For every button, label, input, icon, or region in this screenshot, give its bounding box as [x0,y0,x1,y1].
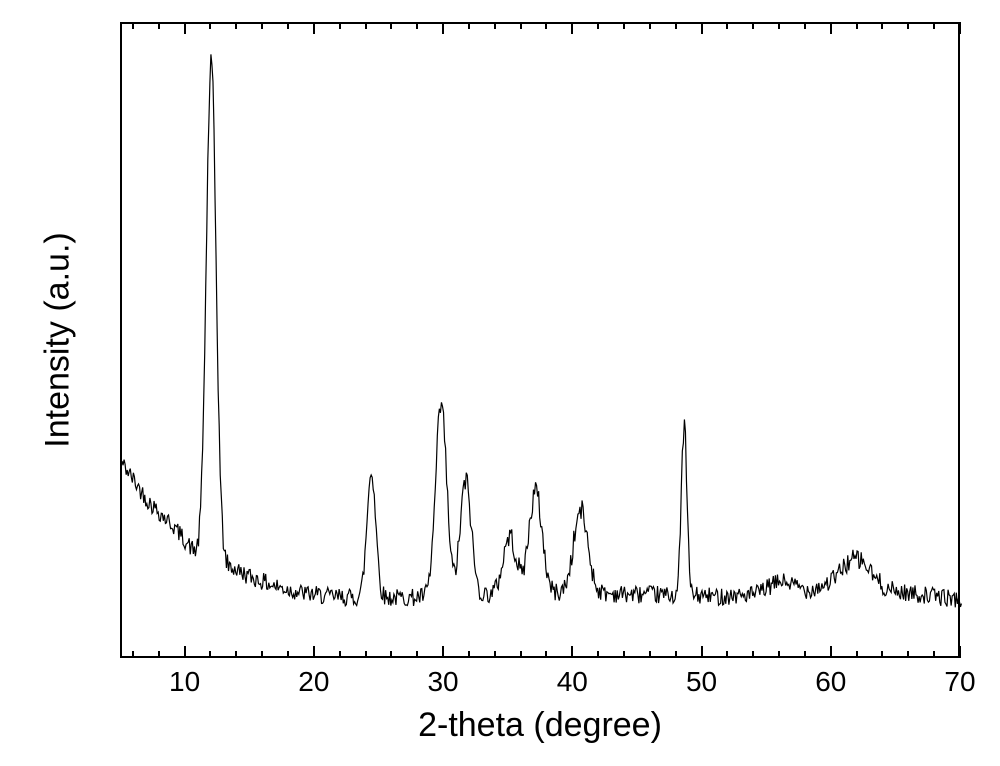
x-tick-minor-top [856,22,858,29]
x-tick-major-top [313,22,315,34]
x-axis-label: 2-theta (degree) [418,706,662,745]
x-tick-minor [675,651,677,658]
x-tick-major [830,646,832,658]
x-tick-minor-top [287,22,289,29]
x-tick-major [701,646,703,658]
x-tick-minor [390,651,392,658]
x-tick-minor-top [545,22,547,29]
x-tick-minor-top [623,22,625,29]
x-tick-minor-top [365,22,367,29]
x-tick-major [571,646,573,658]
x-tick-minor-top [209,22,211,29]
x-tick-minor [287,651,289,658]
x-tick-major-top [701,22,703,34]
plot-area [120,22,960,658]
x-tick-minor-top [778,22,780,29]
x-tick-major [313,646,315,658]
x-tick-major-top [571,22,573,34]
x-tick-minor-top [881,22,883,29]
x-tick-label: 20 [298,666,329,698]
x-tick-minor [261,651,263,658]
x-tick-minor [132,651,134,658]
x-tick-minor-top [804,22,806,29]
y-axis-label: Intensity (a.u.) [39,232,78,447]
x-tick-minor [881,651,883,658]
x-tick-minor-top [339,22,341,29]
x-tick-major [184,646,186,658]
x-tick-label: 40 [557,666,588,698]
x-tick-label: 70 [944,666,975,698]
x-tick-minor [752,651,754,658]
x-tick-minor-top [597,22,599,29]
x-tick-minor-top [158,22,160,29]
x-tick-minor [416,651,418,658]
x-tick-minor-top [494,22,496,29]
x-tick-minor-top [907,22,909,29]
x-tick-major-top [184,22,186,34]
x-tick-minor-top [235,22,237,29]
x-tick-label: 10 [169,666,200,698]
x-tick-minor [623,651,625,658]
x-tick-minor [545,651,547,658]
x-tick-minor [209,651,211,658]
x-tick-minor-top [752,22,754,29]
x-tick-minor [468,651,470,658]
x-tick-label: 60 [815,666,846,698]
x-tick-minor [158,651,160,658]
x-tick-minor [235,651,237,658]
x-tick-label: 30 [427,666,458,698]
x-tick-minor [597,651,599,658]
x-tick-minor [339,651,341,658]
x-tick-minor-top [132,22,134,29]
x-tick-minor-top [261,22,263,29]
x-tick-minor [494,651,496,658]
x-tick-minor-top [675,22,677,29]
x-tick-minor-top [520,22,522,29]
x-tick-minor [856,651,858,658]
x-tick-minor [520,651,522,658]
x-tick-minor-top [649,22,651,29]
xrd-trace [122,24,962,660]
xrd-spectrum-line [122,54,961,607]
x-tick-minor-top [390,22,392,29]
x-tick-minor [726,651,728,658]
xrd-chart: Intensity (a.u.) 2-theta (degree) 10 20 30… [0,0,1000,766]
x-tick-major-top [442,22,444,34]
x-tick-minor [365,651,367,658]
x-tick-minor [907,651,909,658]
x-tick-major-top [959,22,961,34]
x-tick-major [959,646,961,658]
x-tick-minor [649,651,651,658]
x-tick-minor-top [468,22,470,29]
x-tick-minor [778,651,780,658]
x-tick-minor-top [933,22,935,29]
x-tick-minor-top [416,22,418,29]
x-tick-major [442,646,444,658]
x-tick-major-top [830,22,832,34]
x-tick-minor [804,651,806,658]
x-tick-label: 50 [686,666,717,698]
x-tick-minor-top [726,22,728,29]
x-tick-minor [933,651,935,658]
